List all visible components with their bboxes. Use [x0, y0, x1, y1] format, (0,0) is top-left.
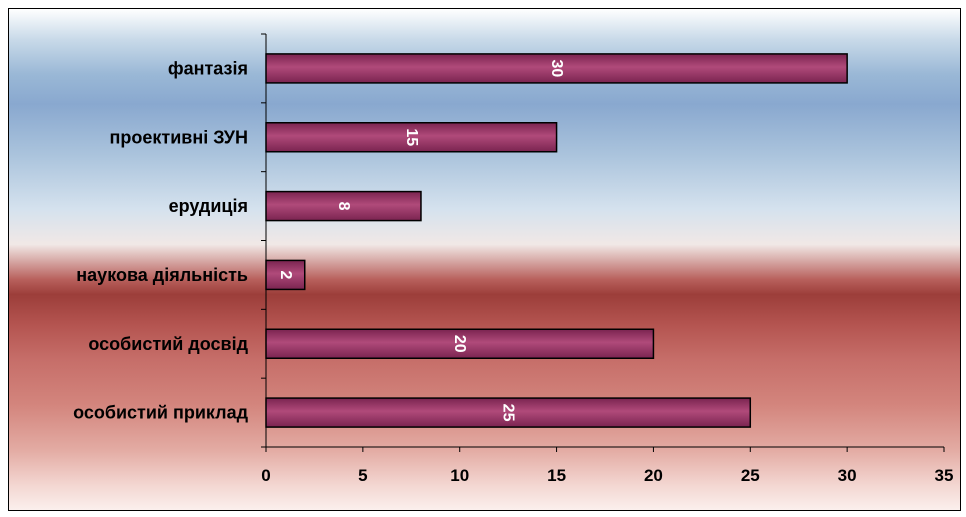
- x-tick-label: 25: [741, 466, 760, 485]
- labels-layer: 0 5 10 15 20 25 30 35 фантазія 30 проективні ЗУН 15…: [73, 58, 953, 485]
- x-tick-label: 10: [450, 466, 469, 485]
- bar: [265, 190, 422, 222]
- x-tick-label: 15: [547, 466, 566, 485]
- bar: [265, 259, 306, 291]
- data-label: 15: [403, 128, 420, 146]
- x-tick-label: 0: [261, 466, 270, 485]
- category-label: ерудиція: [169, 196, 248, 216]
- data-label: 30: [548, 60, 565, 78]
- data-label: 25: [500, 404, 517, 422]
- category-label: проективні ЗУН: [110, 127, 249, 147]
- category-label: особистий досвід: [88, 334, 248, 354]
- x-tick-label: 35: [935, 466, 954, 485]
- axes-layer: [261, 33, 945, 452]
- bar: [265, 53, 848, 84]
- data-label: 8: [335, 202, 352, 211]
- category-label: особистий приклад: [73, 403, 249, 423]
- category-label: наукова діяльність: [76, 265, 248, 285]
- data-label: 2: [277, 270, 294, 279]
- bars-layer: [265, 53, 848, 428]
- category-label: фантазія: [168, 58, 248, 78]
- x-tick-label: 20: [644, 466, 663, 485]
- bar: [265, 122, 558, 153]
- bar: [265, 397, 752, 428]
- x-tick-label: 5: [358, 466, 367, 485]
- data-label: 20: [451, 335, 468, 353]
- x-tick-label: 30: [838, 466, 857, 485]
